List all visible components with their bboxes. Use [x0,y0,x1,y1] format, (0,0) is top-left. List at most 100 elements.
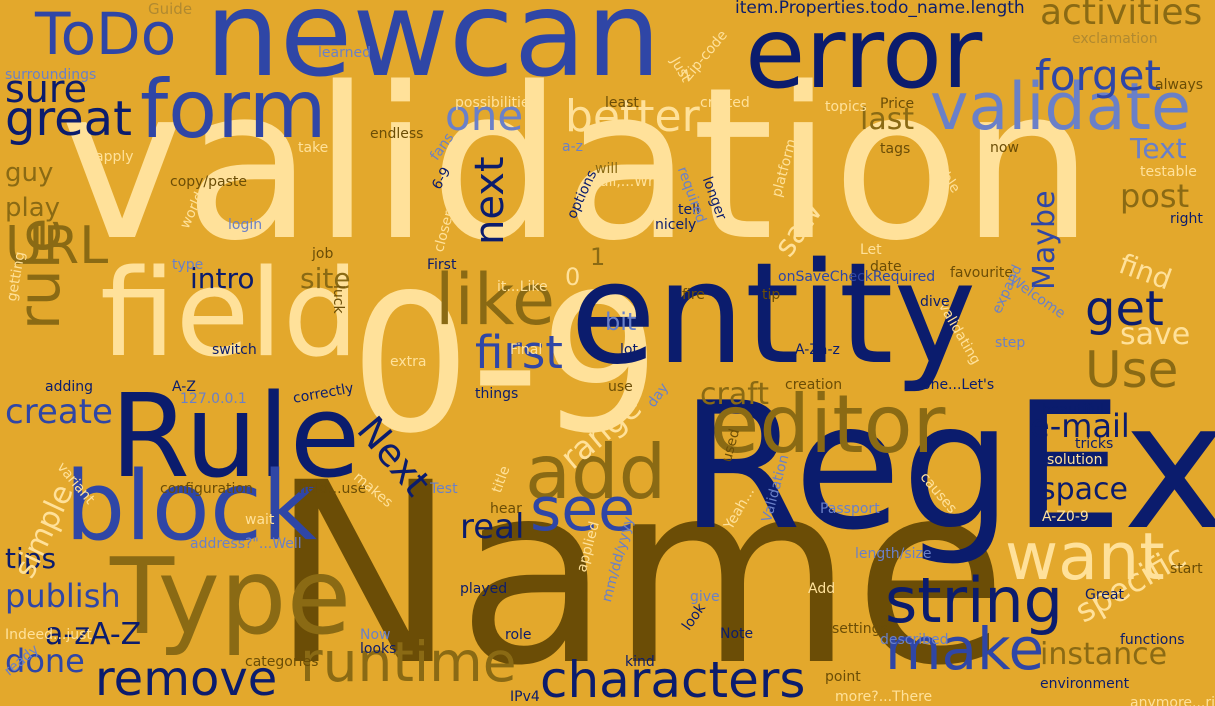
cloud-word: 0-9 [350,254,661,475]
cloud-word: described [880,632,949,648]
cloud-word: next [467,156,513,245]
cloud-word: Great [1085,587,1124,603]
cloud-word: characters [540,651,806,706]
cloud-word: Add [808,581,836,597]
cloud-word: it...Like [497,279,548,295]
cloud-word: now [990,140,1019,156]
cloud-word: fire [682,287,705,303]
cloud-word: URL [5,216,109,276]
cloud-word: save [1120,317,1191,352]
cloud-word: testable [1140,164,1197,180]
cloud-word: Now [360,627,391,643]
cloud-word: Price [880,96,915,112]
cloud-word: exclamation [1072,31,1158,47]
cloud-word: Name [270,429,1008,706]
cloud-word: Indeed...just [5,627,92,643]
cloud-word: favourite [950,265,1013,281]
cloud-word: Text [1130,132,1187,165]
cloud-word: played [460,581,508,597]
cloud-word: string [885,564,1063,637]
cloud-word: Use [1085,341,1179,399]
cloud-word: great [5,91,132,147]
cloud-word: tell [678,202,700,218]
cloud-word: intro [190,262,255,295]
cloud-word: tricks [1075,436,1114,452]
cloud-word: site [300,262,351,295]
cloud-word: configuration [160,481,253,497]
cloud-word: block [65,452,318,562]
cloud-word: luck [330,285,346,314]
cloud-word: switch [212,342,257,358]
cloud-word: first [475,326,563,379]
cloud-word: adding [45,379,94,395]
cloud-word: all,...What [600,174,671,190]
cloud-word: Test [430,481,458,497]
cloud-word: like [435,259,556,341]
cloud-word: type [172,257,204,273]
cloud-word: Type [110,536,352,658]
cloud-word: form [140,63,327,156]
cloud-word: more?...There [835,689,933,705]
cloud-word: want [1005,520,1165,595]
cloud-word: make [885,615,1045,683]
cloud-word: right [1170,211,1203,227]
cloud-word: environment [1040,676,1130,692]
cloud-word: craft [700,377,770,412]
cloud-word: A-Z0-9 [1042,509,1089,525]
cloud-word: creation [785,377,843,393]
cloud-word: hear [490,501,522,517]
cloud-word: kind [625,654,655,670]
cloud-word: possibilities [455,95,537,111]
cloud-word: endless [370,126,424,142]
cloud-word: one [445,91,524,140]
cloud-word: e-mail [1030,407,1130,445]
cloud-word: apply [95,149,134,165]
cloud-word: newcan [205,0,661,103]
cloud-word: start [1170,561,1203,577]
cloud-word: Note [720,626,754,642]
cloud-word: remove [95,651,278,706]
cloud-word: onSaveCheckRequired [778,269,936,285]
cloud-word: forget [1035,51,1161,100]
cloud-word: validation [60,42,1094,287]
cloud-word: Guide [148,0,193,18]
cloud-word: address?"...Well [190,536,302,552]
cloud-word: login [228,217,263,233]
cloud-word: see [530,475,636,545]
cloud-word: length/size [855,546,932,562]
cloud-word: A-Z [172,379,196,395]
cloud-word: error [745,0,983,111]
cloud-word: one...Let's [922,377,995,393]
cloud-word: functions [1120,632,1185,648]
cloud-word: beautiful [1042,402,1105,418]
cloud-word: field [100,245,359,384]
cloud-word: learned [318,45,371,61]
cloud-word: 1 [590,243,606,271]
cloud-word: real [460,507,525,547]
cloud-word: settings [832,621,888,637]
cloud-word: least [605,95,639,111]
cloud-word: sure [5,67,88,111]
cloud-word: looks [360,641,397,657]
cloud-word: tags [880,141,911,157]
cloud-word: get [1085,281,1164,337]
cloud-word: nicely [655,217,697,233]
cloud-word: play [5,193,61,223]
cloud-word: field...use [298,481,367,497]
cloud-word: item.Properties.todo_name.length [735,0,1025,18]
cloud-word: First [427,257,457,273]
cloud-word: ToDo [35,0,177,68]
cloud-word: step [995,335,1026,351]
cloud-word: dive [920,294,950,310]
cloud-word: validate [930,70,1191,145]
cloud-word: RegEx [680,366,1215,569]
cloud-word: job [312,246,334,262]
cloud-word: publish [5,577,121,615]
cloud-word: anymore...right [1130,695,1215,706]
cloud-word: a-zA-Z [45,617,142,652]
cloud-word: guy [5,158,54,188]
cloud-word: always [1155,77,1204,93]
cloud-word: add [525,428,667,516]
cloud-word: give [690,589,720,605]
cloud-word: bit [605,308,637,336]
